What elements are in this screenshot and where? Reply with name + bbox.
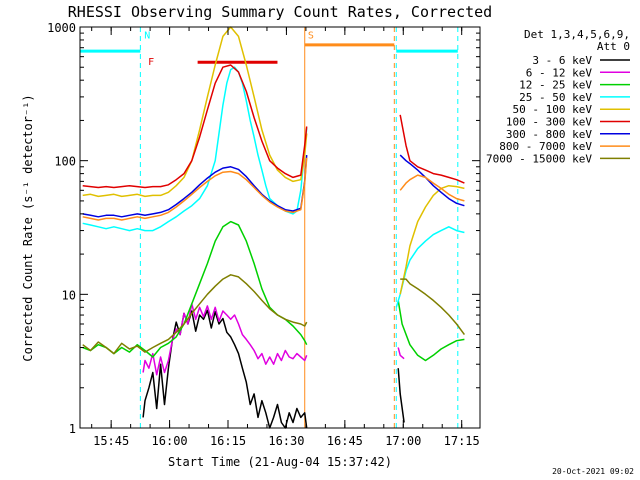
plot-frame bbox=[79, 26, 481, 429]
y-tick-label: 1 bbox=[69, 422, 76, 436]
x-tick-label: 17:15 bbox=[444, 434, 480, 448]
legend-label: 100 - 300 keV bbox=[506, 116, 592, 129]
x-tick-label: 16:15 bbox=[210, 434, 246, 448]
footer-date: 20-Oct-2021 09:02 bbox=[552, 467, 634, 476]
series-line-2 bbox=[142, 303, 405, 376]
x-tick-label: 15:45 bbox=[93, 434, 129, 448]
x-axis: 15:45 16:00 16:15 16:30 16:45 17:00 17:15 bbox=[91, 27, 480, 448]
plot-area: N F S bbox=[79, 26, 466, 429]
flag-label-s: S bbox=[308, 31, 314, 42]
chart-title: RHESSI Observing Summary Count Rates, Co… bbox=[68, 3, 492, 21]
x-tick-label: 16:30 bbox=[268, 434, 304, 448]
legend-label: 300 - 800 keV bbox=[506, 128, 592, 141]
y-axis: 1 10 100 1000 bbox=[47, 21, 480, 436]
series-line-6 bbox=[82, 64, 465, 189]
legend-header: Det 1,3,4,5,6,9, bbox=[524, 28, 630, 41]
series-line-1 bbox=[142, 309, 405, 429]
legend-header: Att 0 bbox=[597, 40, 630, 53]
legend-label: 25 - 50 keV bbox=[519, 91, 592, 104]
y-tick-label: 10 bbox=[62, 288, 76, 302]
x-tick-label: 16:45 bbox=[327, 434, 363, 448]
series-line-5 bbox=[82, 26, 465, 295]
legend-label: 7000 - 15000 keV bbox=[486, 152, 592, 165]
y-tick-label: 1000 bbox=[47, 21, 76, 35]
legend-label: 3 - 6 keV bbox=[532, 54, 592, 67]
x-tick-label: 17:00 bbox=[385, 434, 421, 448]
y-axis-label: Corrected Count Rate (s⁻¹ detector⁻¹) bbox=[21, 94, 35, 361]
legend-label: 50 - 100 keV bbox=[513, 103, 593, 116]
x-tick-label: 16:00 bbox=[152, 434, 188, 448]
series-line-9 bbox=[82, 274, 466, 355]
legend-label: 12 - 25 keV bbox=[519, 79, 592, 92]
series-line-8 bbox=[82, 157, 465, 221]
legend-label: 6 - 12 keV bbox=[526, 66, 593, 79]
x-axis-label: Start Time (21-Aug-04 15:37:42) bbox=[168, 455, 392, 469]
legend-label: 800 - 7000 keV bbox=[499, 140, 592, 153]
flag-label-n: N bbox=[144, 31, 150, 42]
flag-label-f: F bbox=[148, 57, 154, 68]
series-line-7 bbox=[82, 154, 465, 218]
y-tick-label: 100 bbox=[54, 155, 76, 169]
